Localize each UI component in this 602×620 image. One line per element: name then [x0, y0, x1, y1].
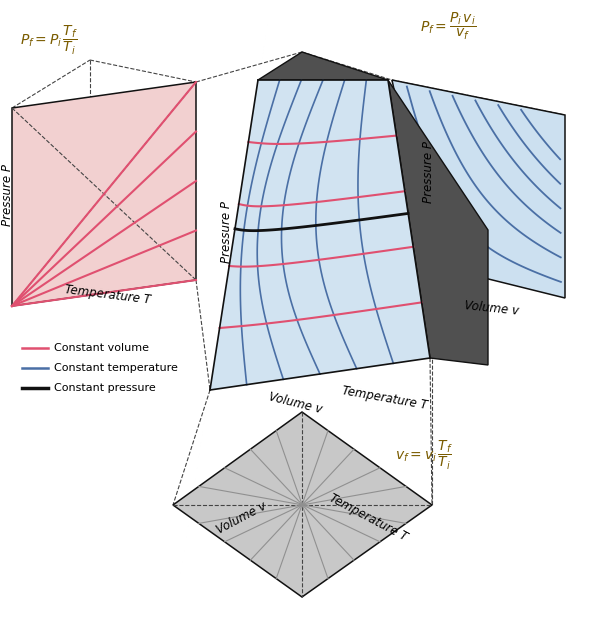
Text: Temperature T: Temperature T	[341, 384, 429, 412]
Text: Constant pressure: Constant pressure	[54, 383, 156, 393]
Text: Constant temperature: Constant temperature	[54, 363, 178, 373]
Text: $v_f = v_i\,\dfrac{T_f}{T_i}$: $v_f = v_i\,\dfrac{T_f}{T_i}$	[395, 439, 453, 472]
Text: Volume v: Volume v	[215, 499, 269, 536]
Text: Constant volume: Constant volume	[54, 343, 149, 353]
Text: Volume v: Volume v	[464, 299, 520, 317]
Polygon shape	[388, 80, 488, 365]
Polygon shape	[210, 80, 430, 390]
Polygon shape	[392, 80, 565, 298]
Text: Volume v: Volume v	[267, 390, 323, 416]
Polygon shape	[258, 52, 388, 80]
Text: Pressure P: Pressure P	[421, 141, 435, 203]
Polygon shape	[12, 82, 196, 306]
Text: Pressure P: Pressure P	[220, 201, 232, 263]
Text: Temperature T: Temperature T	[64, 283, 152, 307]
Polygon shape	[173, 412, 432, 597]
Text: Pressure P: Pressure P	[1, 164, 14, 226]
Text: $P_f = P_i\,\dfrac{T_f}{T_i}$: $P_f = P_i\,\dfrac{T_f}{T_i}$	[20, 24, 78, 57]
Text: $P_f = \dfrac{P_i\,v_i}{v_f}$: $P_f = \dfrac{P_i\,v_i}{v_f}$	[420, 11, 476, 42]
Text: Temperature T: Temperature T	[327, 492, 409, 544]
